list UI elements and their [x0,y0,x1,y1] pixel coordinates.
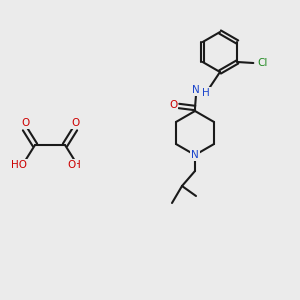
Text: O: O [71,118,79,128]
Text: O: O [21,118,29,128]
Text: H: H [202,88,210,98]
Text: HO: HO [11,160,27,170]
Text: N: N [192,85,200,95]
Text: Cl: Cl [257,58,268,68]
Text: O: O [169,100,177,110]
Text: O: O [68,160,76,170]
Text: N: N [191,150,199,160]
Text: H: H [73,160,81,170]
